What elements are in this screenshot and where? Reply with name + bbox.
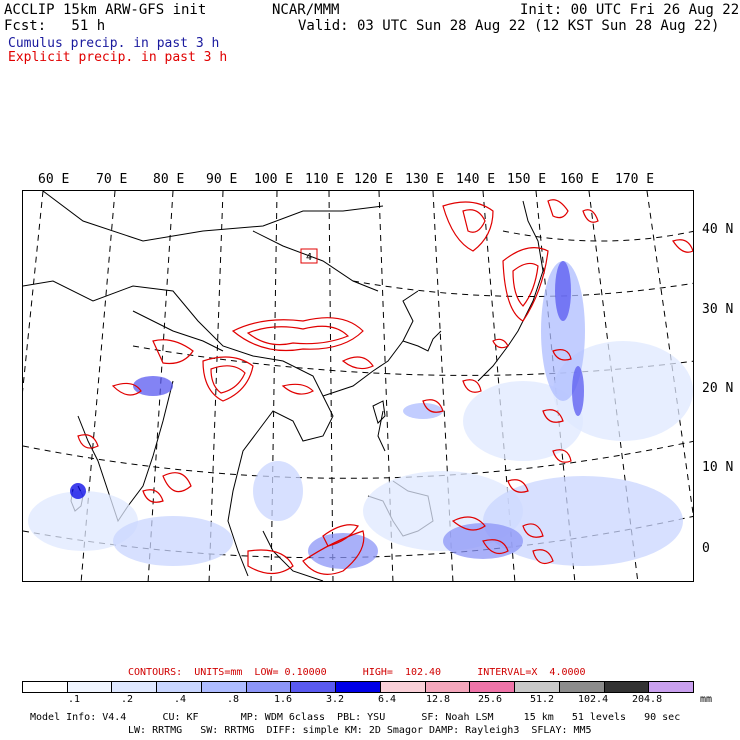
header-org: NCAR/MMM — [272, 2, 340, 18]
legend-cumulus: Cumulus precip. in past 3 h — [8, 36, 220, 51]
colorbar-tick: .1 — [68, 694, 81, 705]
lon-label: 160 E — [560, 172, 600, 187]
lat-label: 30 N — [702, 302, 734, 317]
colorbar-tick: 204.8 — [632, 694, 663, 705]
legend-explicit: Explicit precip. in past 3 h — [8, 50, 228, 65]
lon-label: 130 E — [405, 172, 445, 187]
lon-label: 70 E — [96, 172, 128, 187]
lat-label: 10 N — [702, 460, 734, 475]
header-title: ACCLIP 15km ARW-GFS init — [4, 2, 207, 18]
colorbar-segment — [67, 682, 113, 692]
map-canvas: 4 — [23, 191, 693, 581]
footer-model-info: Model Info: V4.4 CU: KF MP: WDM 6class P… — [30, 712, 681, 723]
header-valid: Valid: 03 UTC Sun 28 Aug 22 (12 KST Sun … — [298, 18, 720, 34]
lat-label: 0 — [702, 541, 710, 556]
lon-label: 140 E — [456, 172, 496, 187]
colorbar — [22, 681, 694, 693]
lon-label: 110 E — [305, 172, 345, 187]
colorbar-segment — [157, 682, 202, 692]
header-init: Init: 00 UTC Fri 26 Aug 22 — [520, 2, 740, 18]
colorbar-segment — [336, 682, 381, 692]
lat-label: 40 N — [702, 222, 734, 237]
colorbar-tick: .8 — [227, 694, 240, 705]
contours-info: CONTOURS: UNITS=mm LOW= 0.10000 HIGH= 10… — [128, 667, 586, 678]
colorbar-segment — [291, 682, 337, 692]
colorbar-tick: 25.6 — [478, 694, 503, 705]
explicit-precip — [77, 199, 693, 575]
colorbar-tick: .4 — [174, 694, 187, 705]
colorbar-segment — [380, 682, 426, 692]
colorbar-segment — [515, 682, 560, 692]
box-label: 4 — [306, 252, 312, 263]
colorbar-units: mm — [700, 694, 713, 705]
label-box: 4 — [300, 248, 318, 264]
colorbar-tick: .2 — [121, 694, 134, 705]
lon-label: 90 E — [206, 172, 238, 187]
colorbar-tick: 102.4 — [578, 694, 609, 705]
cumulus-precip — [28, 261, 693, 569]
colorbar-tick: 3.2 — [326, 694, 345, 705]
lon-label: 150 E — [507, 172, 547, 187]
colorbar-segment — [201, 682, 247, 692]
colorbar-tick: 1.6 — [274, 694, 293, 705]
footer-physics: LW: RRTMG SW: RRTMG DIFF: simple KM: 2D … — [128, 725, 592, 736]
lon-label: 170 E — [615, 172, 655, 187]
colorbar-segment — [23, 682, 68, 692]
colorbar-segment — [604, 682, 650, 692]
colorbar-tick: 12.8 — [426, 694, 451, 705]
header-forecast: Fcst: 51 h — [4, 18, 106, 34]
colorbar-tick: 51.2 — [530, 694, 555, 705]
lon-label: 80 E — [153, 172, 185, 187]
colorbar-segment — [559, 682, 605, 692]
lon-label: 100 E — [254, 172, 294, 187]
lon-label: 60 E — [38, 172, 70, 187]
colorbar-segment — [649, 682, 694, 692]
colorbar-segment — [470, 682, 516, 692]
lon-label: 120 E — [354, 172, 394, 187]
precip-map: 4 — [22, 190, 694, 582]
colorbar-segment — [246, 682, 292, 692]
colorbar-tick: 6.4 — [378, 694, 397, 705]
lat-label: 20 N — [702, 381, 734, 396]
colorbar-segment — [112, 682, 158, 692]
colorbar-segment — [425, 682, 471, 692]
